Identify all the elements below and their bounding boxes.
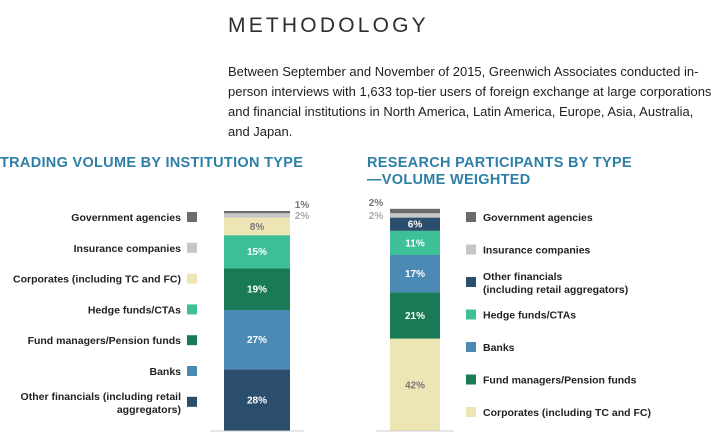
left-chart-title: TRADING VOLUME BY INSTITUTION TYPE <box>0 155 304 171</box>
methodology-body: Between September and November of 2015, … <box>228 64 712 139</box>
bar-segment-other-financials-including-retail-aggregators <box>390 217 440 231</box>
legend-label-corporates-including-tc-and-fc: Corporates (including TC and FC) <box>13 274 181 286</box>
data-label-banks: 27% <box>247 335 267 346</box>
legend-label-banks: Banks <box>149 366 181 378</box>
legend-swatch-corporates-including-tc-and-fc <box>187 273 197 284</box>
legend-swatch-government-agencies <box>466 212 476 222</box>
bar-segment-banks <box>390 255 440 293</box>
data-label-insurance-companies: 2% <box>295 211 310 222</box>
legend-swatch-banks <box>466 342 476 352</box>
bar-segment-banks <box>224 310 290 370</box>
legend-label-insurance-companies: Insurance companies <box>74 243 182 255</box>
legend-label-banks: Banks <box>483 342 515 354</box>
legend-label-other-financials-including-retail-aggregators: Other financials (including retail aggreg… <box>483 271 628 296</box>
bar-segment-insurance-companies <box>224 213 290 218</box>
legend-swatch-hedge-funds-ctas <box>187 304 197 315</box>
data-label-other-financials-including-retail-aggregators: 6% <box>408 220 423 231</box>
bar-segment-other-financials-including-retail-aggregators <box>224 369 290 431</box>
bar-segment-corporates-including-tc-and-fc <box>224 217 290 236</box>
data-label-banks: 17% <box>405 269 425 280</box>
legend-swatch-other-financials-including-retail-aggregators <box>187 396 197 407</box>
bar-segment-hedge-funds-ctas <box>224 235 290 269</box>
data-label-corporates-including-tc-and-fc: 42% <box>405 380 425 391</box>
bar-segment-fund-managers-pension-funds <box>224 268 290 310</box>
data-label-other-financials-including-retail-aggregators: 28% <box>247 396 267 407</box>
right-chart-title: RESEARCH PARTICIPANTS BY TYPE —VOLUME WE… <box>367 155 632 188</box>
data-label-hedge-funds-ctas: 11% <box>405 238 425 249</box>
legend-swatch-hedge-funds-ctas <box>466 309 476 320</box>
legend-label-insurance-companies: Insurance companies <box>483 245 591 257</box>
bar-segment-corporates-including-tc-and-fc <box>390 338 440 431</box>
legend-label-government-agencies: Government agencies <box>71 212 181 224</box>
methodology-title: METHODOLOGY <box>228 14 429 37</box>
legend-swatch-insurance-companies <box>187 242 197 253</box>
data-label-corporates-including-tc-and-fc: 8% <box>250 222 265 233</box>
data-label-government-agencies: 2% <box>369 198 384 209</box>
legend-label-other-financials-including-retail-aggregators: Other financials (including retail aggreg… <box>21 391 182 416</box>
legend-label-government-agencies: Government agencies <box>483 212 593 224</box>
legend-swatch-other-financials-including-retail-aggregators <box>466 277 476 287</box>
legend-swatch-fund-managers-pension-funds <box>187 335 197 346</box>
bar-segment-fund-managers-pension-funds <box>390 292 440 339</box>
legend-label-hedge-funds-ctas: Hedge funds/CTAs <box>483 310 576 322</box>
legend-swatch-banks <box>187 366 197 376</box>
legend-swatch-fund-managers-pension-funds <box>466 374 476 385</box>
data-label-hedge-funds-ctas: 15% <box>247 247 267 258</box>
data-label-fund-managers-pension-funds: 21% <box>405 311 425 322</box>
data-label-government-agencies: 1% <box>295 200 310 211</box>
legend-label-fund-managers-pension-funds: Fund managers/Pension funds <box>28 335 182 347</box>
data-label-fund-managers-pension-funds: 19% <box>247 285 267 296</box>
legend-label-fund-managers-pension-funds: Fund managers/Pension funds <box>483 375 637 387</box>
legend-swatch-government-agencies <box>187 212 197 222</box>
bar-segment-insurance-companies <box>390 213 440 218</box>
legend-swatch-insurance-companies <box>466 244 476 255</box>
legend-swatch-corporates-including-tc-and-fc <box>466 407 476 417</box>
bar-segment-government-agencies <box>224 211 290 214</box>
bar-segment-hedge-funds-ctas <box>390 230 440 255</box>
legend-label-corporates-including-tc-and-fc: Corporates (including TC and FC) <box>483 407 651 419</box>
data-label-insurance-companies: 2% <box>369 211 384 222</box>
bar-segment-government-agencies <box>390 208 440 214</box>
legend-label-hedge-funds-ctas: Hedge funds/CTAs <box>88 304 181 316</box>
